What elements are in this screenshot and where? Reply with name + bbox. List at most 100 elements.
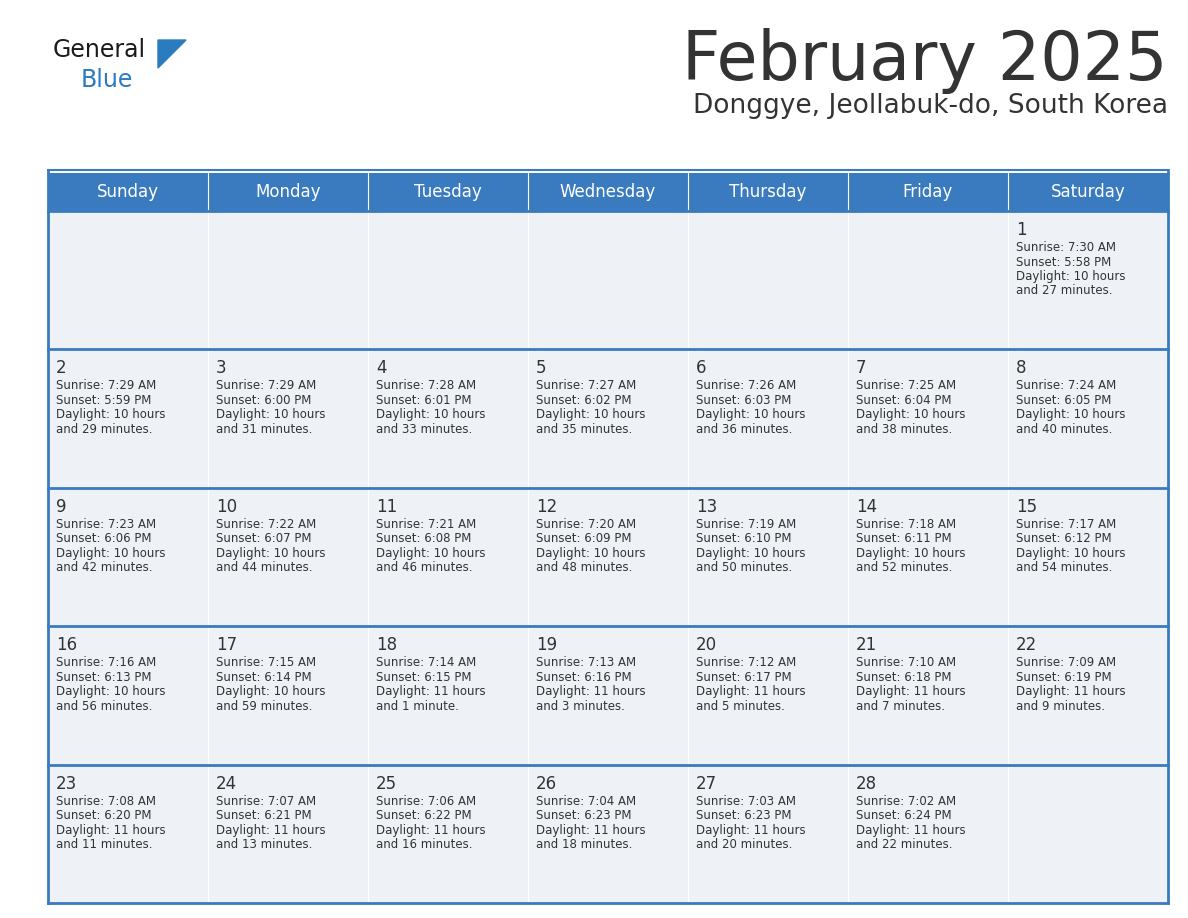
Text: Daylight: 11 hours: Daylight: 11 hours — [1016, 685, 1125, 699]
Text: Sunrise: 7:06 AM: Sunrise: 7:06 AM — [375, 795, 476, 808]
Text: Sunrise: 7:08 AM: Sunrise: 7:08 AM — [56, 795, 156, 808]
Text: Daylight: 10 hours: Daylight: 10 hours — [216, 685, 326, 699]
Bar — [48, 487, 208, 626]
Text: Daylight: 10 hours: Daylight: 10 hours — [375, 409, 486, 421]
Bar — [208, 765, 368, 903]
Text: 19: 19 — [536, 636, 557, 655]
Text: Thursday: Thursday — [729, 183, 807, 201]
Text: Saturday: Saturday — [1050, 183, 1125, 201]
Text: Sunset: 6:08 PM: Sunset: 6:08 PM — [375, 532, 472, 545]
Bar — [208, 211, 368, 350]
Text: Daylight: 10 hours: Daylight: 10 hours — [375, 547, 486, 560]
Bar — [48, 626, 208, 765]
Text: 7: 7 — [857, 360, 866, 377]
Text: Sunrise: 7:12 AM: Sunrise: 7:12 AM — [696, 656, 796, 669]
Text: Sunset: 6:12 PM: Sunset: 6:12 PM — [1016, 532, 1112, 545]
Bar — [848, 487, 1007, 626]
Text: 24: 24 — [216, 775, 238, 792]
Text: Daylight: 11 hours: Daylight: 11 hours — [56, 823, 165, 836]
Text: Daylight: 10 hours: Daylight: 10 hours — [1016, 409, 1125, 421]
Text: Sunset: 5:58 PM: Sunset: 5:58 PM — [1016, 255, 1111, 268]
Text: Sunrise: 7:20 AM: Sunrise: 7:20 AM — [536, 518, 636, 531]
Text: 27: 27 — [696, 775, 718, 792]
Text: and 1 minute.: and 1 minute. — [375, 700, 459, 712]
Text: Daylight: 10 hours: Daylight: 10 hours — [536, 547, 645, 560]
Text: and 11 minutes.: and 11 minutes. — [56, 838, 152, 851]
Text: Sunrise: 7:26 AM: Sunrise: 7:26 AM — [696, 379, 796, 392]
Text: Sunset: 6:02 PM: Sunset: 6:02 PM — [536, 394, 632, 407]
Text: Tuesday: Tuesday — [415, 183, 482, 201]
Bar — [688, 211, 848, 350]
Text: and 35 minutes.: and 35 minutes. — [536, 423, 632, 436]
Text: and 18 minutes.: and 18 minutes. — [536, 838, 632, 851]
Bar — [208, 350, 368, 487]
Text: Sunset: 6:01 PM: Sunset: 6:01 PM — [375, 394, 472, 407]
Text: 26: 26 — [536, 775, 557, 792]
Text: Sunrise: 7:13 AM: Sunrise: 7:13 AM — [536, 656, 636, 669]
Text: and 22 minutes.: and 22 minutes. — [857, 838, 953, 851]
Text: Donggye, Jeollabuk-do, South Korea: Donggye, Jeollabuk-do, South Korea — [693, 93, 1168, 119]
Bar — [527, 765, 688, 903]
Text: 10: 10 — [216, 498, 238, 516]
Bar — [368, 211, 527, 350]
Bar — [527, 211, 688, 350]
Text: Sunset: 6:03 PM: Sunset: 6:03 PM — [696, 394, 791, 407]
Bar — [1007, 211, 1168, 350]
Text: Monday: Monday — [255, 183, 321, 201]
Bar — [1007, 350, 1168, 487]
Text: Daylight: 10 hours: Daylight: 10 hours — [216, 547, 326, 560]
Text: Sunset: 6:09 PM: Sunset: 6:09 PM — [536, 532, 632, 545]
Text: and 5 minutes.: and 5 minutes. — [696, 700, 785, 712]
Text: Sunset: 6:19 PM: Sunset: 6:19 PM — [1016, 671, 1112, 684]
Text: Sunset: 6:23 PM: Sunset: 6:23 PM — [536, 809, 632, 823]
Text: Sunrise: 7:09 AM: Sunrise: 7:09 AM — [1016, 656, 1116, 669]
Text: 8: 8 — [1016, 360, 1026, 377]
Text: Sunrise: 7:17 AM: Sunrise: 7:17 AM — [1016, 518, 1117, 531]
Text: Sunrise: 7:10 AM: Sunrise: 7:10 AM — [857, 656, 956, 669]
Text: Daylight: 11 hours: Daylight: 11 hours — [696, 685, 805, 699]
Bar — [688, 487, 848, 626]
Text: Sunrise: 7:02 AM: Sunrise: 7:02 AM — [857, 795, 956, 808]
Text: Daylight: 11 hours: Daylight: 11 hours — [536, 685, 645, 699]
Text: 18: 18 — [375, 636, 397, 655]
Text: and 40 minutes.: and 40 minutes. — [1016, 423, 1112, 436]
Text: Daylight: 10 hours: Daylight: 10 hours — [1016, 270, 1125, 283]
Text: Sunrise: 7:21 AM: Sunrise: 7:21 AM — [375, 518, 476, 531]
Text: and 54 minutes.: and 54 minutes. — [1016, 561, 1112, 575]
Text: Sunset: 6:24 PM: Sunset: 6:24 PM — [857, 809, 952, 823]
Text: and 3 minutes.: and 3 minutes. — [536, 700, 625, 712]
Text: Sunrise: 7:22 AM: Sunrise: 7:22 AM — [216, 518, 316, 531]
Text: Daylight: 10 hours: Daylight: 10 hours — [696, 547, 805, 560]
Bar — [848, 211, 1007, 350]
Text: Sunrise: 7:23 AM: Sunrise: 7:23 AM — [56, 518, 156, 531]
Bar — [688, 626, 848, 765]
Text: Sunset: 6:17 PM: Sunset: 6:17 PM — [696, 671, 791, 684]
Text: Sunset: 6:11 PM: Sunset: 6:11 PM — [857, 532, 952, 545]
Text: Daylight: 10 hours: Daylight: 10 hours — [857, 409, 966, 421]
Text: Sunrise: 7:18 AM: Sunrise: 7:18 AM — [857, 518, 956, 531]
Text: 22: 22 — [1016, 636, 1037, 655]
Text: Sunrise: 7:29 AM: Sunrise: 7:29 AM — [216, 379, 316, 392]
Text: and 27 minutes.: and 27 minutes. — [1016, 285, 1112, 297]
Bar — [368, 765, 527, 903]
Text: Sunset: 5:59 PM: Sunset: 5:59 PM — [56, 394, 151, 407]
Text: Sunset: 6:15 PM: Sunset: 6:15 PM — [375, 671, 472, 684]
Text: Sunrise: 7:15 AM: Sunrise: 7:15 AM — [216, 656, 316, 669]
Text: Daylight: 10 hours: Daylight: 10 hours — [56, 409, 165, 421]
Bar — [848, 765, 1007, 903]
Text: Sunrise: 7:03 AM: Sunrise: 7:03 AM — [696, 795, 796, 808]
Text: and 48 minutes.: and 48 minutes. — [536, 561, 632, 575]
Text: 21: 21 — [857, 636, 877, 655]
Text: 13: 13 — [696, 498, 718, 516]
Text: Daylight: 10 hours: Daylight: 10 hours — [56, 547, 165, 560]
Text: 20: 20 — [696, 636, 718, 655]
Text: Friday: Friday — [903, 183, 953, 201]
Text: and 13 minutes.: and 13 minutes. — [216, 838, 312, 851]
Text: Sunset: 6:23 PM: Sunset: 6:23 PM — [696, 809, 791, 823]
Text: Daylight: 10 hours: Daylight: 10 hours — [857, 547, 966, 560]
Text: and 31 minutes.: and 31 minutes. — [216, 423, 312, 436]
Text: and 9 minutes.: and 9 minutes. — [1016, 700, 1105, 712]
Bar — [688, 350, 848, 487]
Text: Sunrise: 7:30 AM: Sunrise: 7:30 AM — [1016, 241, 1116, 254]
Bar — [48, 350, 208, 487]
